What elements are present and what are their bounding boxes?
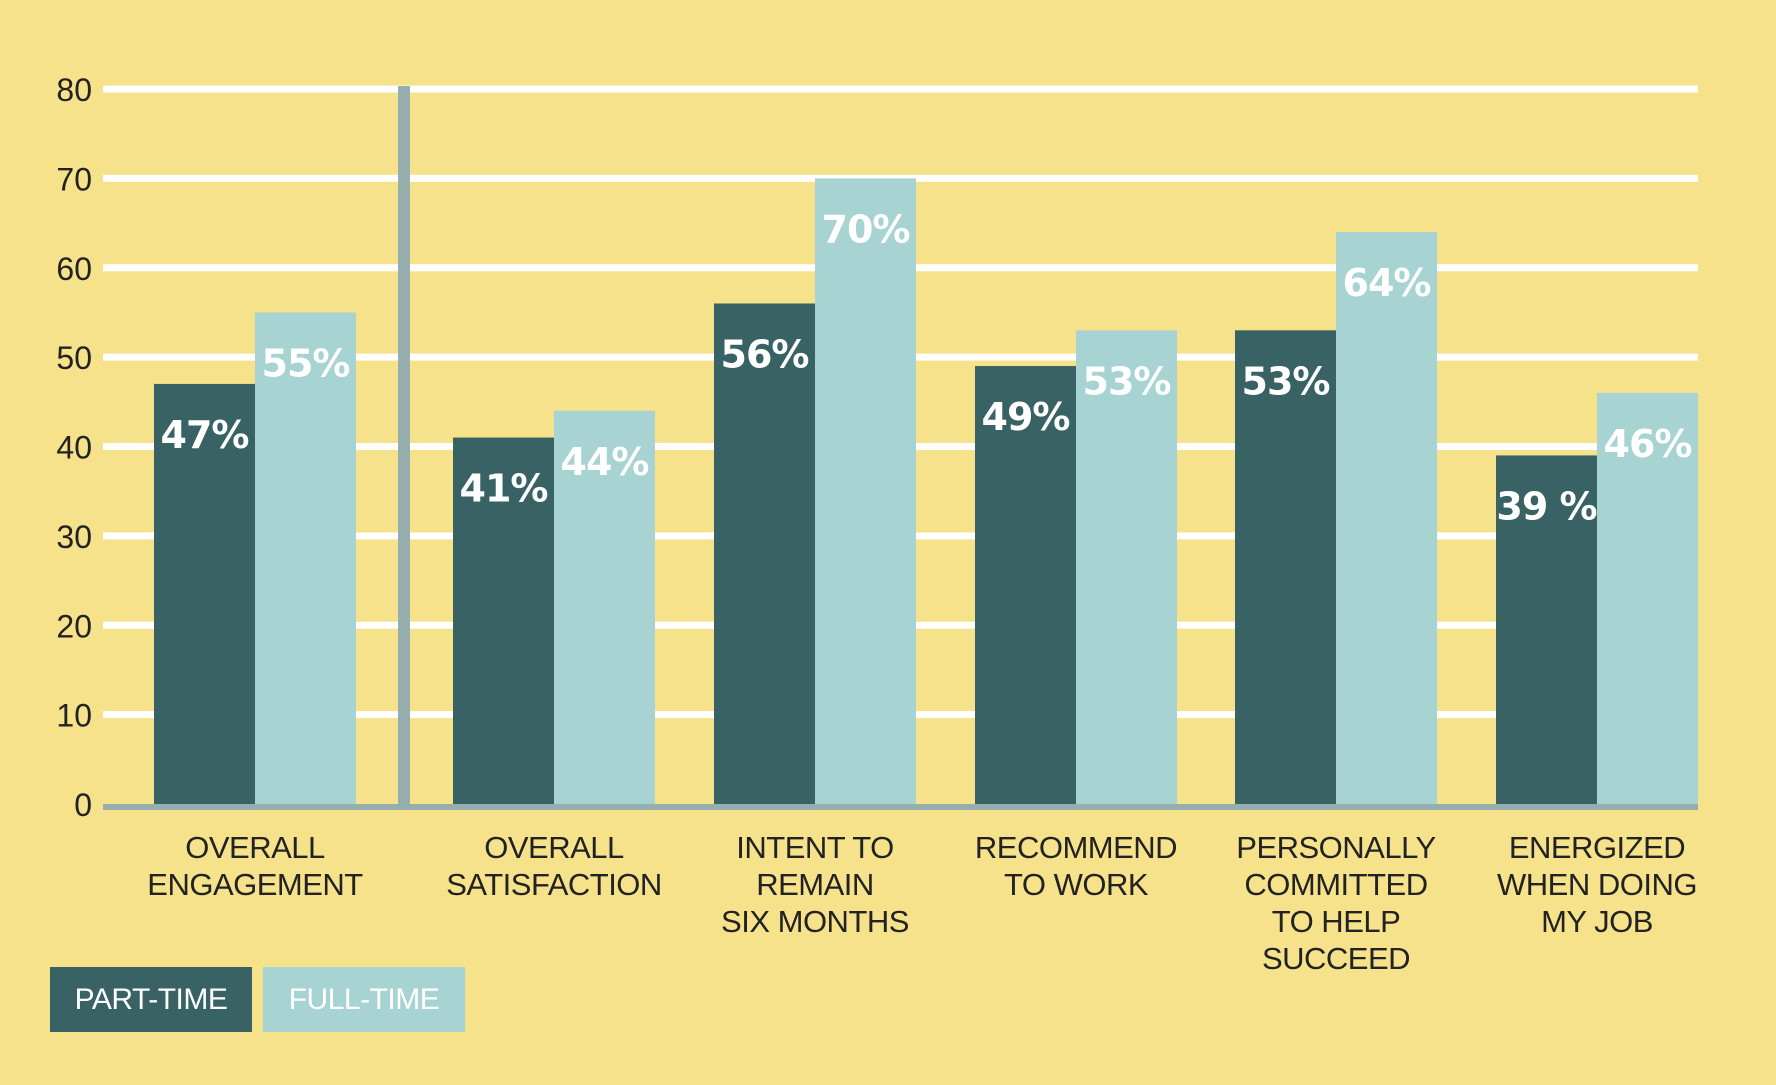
x-axis-line — [103, 804, 1698, 810]
legend-part-time: PART-TIME — [50, 967, 252, 1032]
x-category-label: OVERALL — [484, 830, 624, 865]
data-label: 39 % — [1496, 484, 1596, 528]
y-tick-label: 40 — [56, 430, 92, 466]
data-label: 46% — [1604, 422, 1692, 466]
y-tick-label: 20 — [56, 608, 92, 644]
x-category-label: ENERGIZED — [1509, 830, 1685, 865]
x-category-label: SIX MONTHS — [721, 904, 909, 939]
data-label: 47% — [161, 413, 249, 457]
x-category-label: TO HELP — [1272, 904, 1401, 939]
divider-line — [398, 86, 410, 808]
x-category-label: SUCCEED — [1262, 941, 1410, 976]
bar-part-time — [975, 366, 1076, 804]
bar-full-time — [1336, 232, 1437, 804]
bar-full-time — [255, 312, 356, 804]
y-tick-label: 80 — [56, 72, 92, 108]
data-label: 53% — [1242, 359, 1330, 403]
bar-part-time — [714, 303, 815, 804]
x-category-label: MY JOB — [1541, 904, 1653, 939]
bar-part-time — [1496, 455, 1597, 804]
data-label: 53% — [1083, 359, 1171, 403]
x-category-label: RECOMMEND — [975, 830, 1177, 865]
bar-full-time — [554, 410, 655, 804]
data-label: 41% — [460, 467, 548, 511]
bar-part-time — [1235, 330, 1336, 804]
data-label: 70% — [822, 207, 910, 251]
x-category-label: PERSONALLY — [1236, 830, 1435, 865]
data-label: 49% — [982, 395, 1070, 439]
y-tick-label: 50 — [56, 340, 92, 376]
bar-full-time — [815, 178, 916, 804]
y-tick-label: 60 — [56, 251, 92, 287]
data-label: 44% — [561, 440, 649, 484]
y-tick-label: 10 — [56, 698, 92, 734]
x-category-label: INTENT TO — [736, 830, 893, 865]
x-category-label: WHEN DOING — [1497, 867, 1697, 902]
data-label: 56% — [721, 333, 809, 377]
bar-full-time — [1597, 392, 1698, 804]
x-category-label: TO WORK — [1004, 867, 1149, 902]
y-tick-label: 70 — [56, 161, 92, 197]
x-category-label: OVERALL — [185, 830, 325, 865]
y-tick-label: 30 — [56, 519, 92, 555]
data-label: 55% — [262, 341, 350, 385]
x-category-label: REMAIN — [756, 867, 874, 902]
x-category-label: COMMITTED — [1244, 867, 1427, 902]
x-category-label: ENGAGEMENT — [147, 867, 363, 902]
bar-part-time — [453, 437, 554, 804]
y-tick-label: 0 — [74, 787, 92, 823]
data-label: 64% — [1343, 261, 1431, 305]
legend-full-time: FULL-TIME — [263, 967, 465, 1032]
x-category-label: SATISFACTION — [446, 867, 662, 902]
bar-full-time — [1076, 330, 1177, 804]
bar-part-time — [154, 383, 255, 804]
